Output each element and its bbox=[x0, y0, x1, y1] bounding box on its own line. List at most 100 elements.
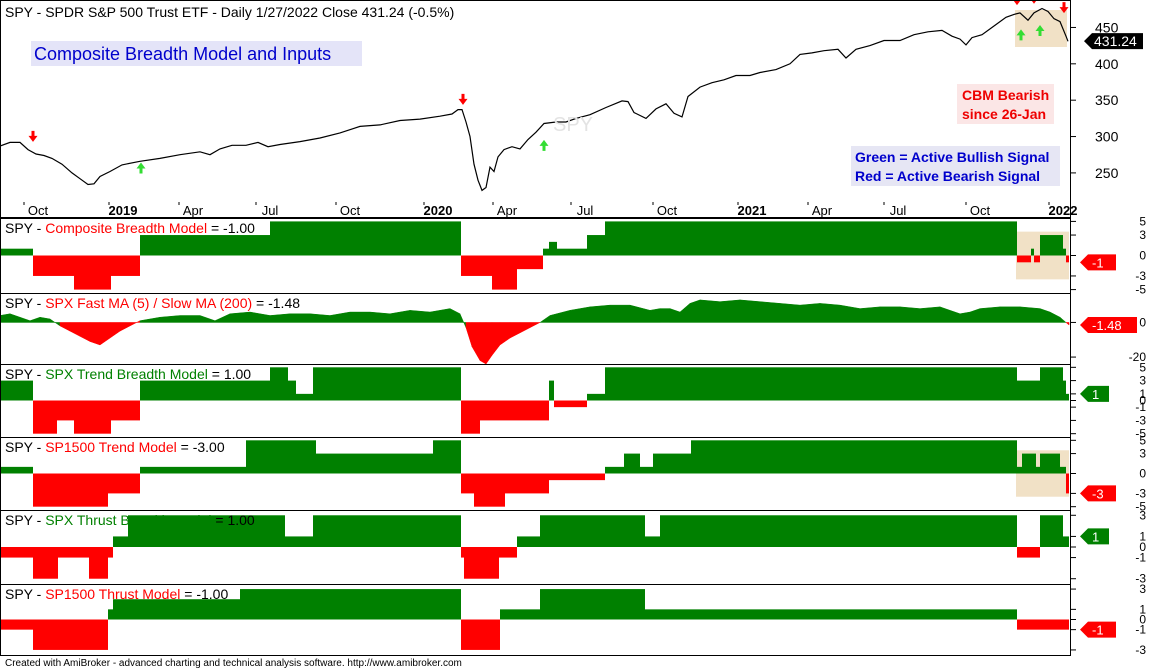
panel-label-prefix: SPY - bbox=[5, 366, 45, 382]
price-tick-label: 300 bbox=[1095, 129, 1119, 145]
y-tick-label: -5 bbox=[1135, 427, 1146, 441]
x-axis-label: Apr bbox=[183, 203, 204, 218]
bullish-bar bbox=[288, 380, 296, 401]
bearish-bar bbox=[74, 400, 111, 434]
bullish-area bbox=[649, 308, 661, 323]
bullish-bar bbox=[1040, 367, 1063, 401]
bullish-bar bbox=[1036, 466, 1040, 474]
last-value-label: 1 bbox=[1092, 387, 1099, 402]
bearish-bar bbox=[492, 255, 517, 290]
cbm-note-line1: CBM Bearish bbox=[962, 87, 1049, 103]
bullish-bar bbox=[1040, 515, 1063, 547]
last-value-marker bbox=[1080, 528, 1109, 545]
bullish-area bbox=[609, 304, 631, 323]
y-tick-label: 5 bbox=[1139, 433, 1146, 447]
bearish-bar bbox=[461, 619, 500, 650]
bearish-bar bbox=[33, 619, 108, 650]
y-tick-label: 0 bbox=[1139, 467, 1146, 481]
bullish-bar bbox=[1063, 536, 1069, 547]
bullish-bar bbox=[660, 515, 1017, 547]
bullish-bar bbox=[113, 599, 240, 620]
panel-label-name: SPX Thrust Breadth Model bbox=[45, 512, 211, 528]
last-value-label: 1 bbox=[1092, 529, 1099, 544]
bearish-area bbox=[479, 322, 487, 365]
y-tick-label: -5 bbox=[1135, 283, 1146, 297]
bullish-bar bbox=[313, 367, 461, 401]
bullish-area bbox=[959, 311, 971, 323]
panel-label-value: = -1.00 bbox=[180, 586, 228, 602]
bullish-bar bbox=[1040, 235, 1063, 256]
bullish-area bbox=[879, 306, 901, 323]
bullish-bar bbox=[240, 589, 461, 620]
y-tick-label: 0 bbox=[1139, 315, 1146, 329]
y-tick-label: -5 bbox=[1135, 500, 1146, 514]
price-frame bbox=[0, 0, 1071, 218]
bullish-area bbox=[1019, 306, 1041, 323]
bullish-bar bbox=[285, 536, 313, 547]
bearish-bar bbox=[108, 547, 113, 558]
y-tick-label: -3 bbox=[1135, 643, 1146, 657]
indicator-panel: 53 0 -3-5 -1 SPY - Composite Breadth Model =… bbox=[0, 214, 1146, 297]
panel-frame bbox=[0, 584, 1071, 656]
y-tick-label: -3 bbox=[1135, 413, 1146, 427]
cbm-note-bg bbox=[957, 84, 1054, 124]
bearish-bar bbox=[1017, 619, 1069, 630]
bullish-area bbox=[349, 311, 371, 323]
bullish-bar bbox=[316, 453, 433, 474]
bullish-bar bbox=[640, 466, 653, 474]
bullish-bar bbox=[540, 515, 645, 547]
price-tick-label: 400 bbox=[1095, 56, 1119, 72]
x-axis-label: Apr bbox=[497, 203, 518, 218]
panel-label-name: SPX Fast MA (5) / Slow MA (200) bbox=[45, 295, 252, 311]
bearish-area bbox=[89, 322, 101, 346]
bullish-area bbox=[819, 303, 841, 323]
x-axis-label: Oct bbox=[970, 203, 991, 218]
bearish-bar bbox=[89, 547, 108, 579]
panel-label: SPY - Composite Breadth Model = -1.00 bbox=[5, 220, 255, 236]
panel-label: SPY - SPX Thrust Breadth Model = 1.00 bbox=[5, 512, 255, 528]
last-value-label: -3 bbox=[1092, 486, 1104, 501]
bullish-bar bbox=[108, 609, 113, 620]
bullish-bar bbox=[1017, 466, 1022, 474]
bullish-bar bbox=[1063, 380, 1066, 401]
down-arrow-icon bbox=[1059, 2, 1069, 14]
bullish-area bbox=[689, 299, 701, 323]
bullish-bar bbox=[500, 609, 540, 620]
bearish-bar bbox=[1017, 255, 1031, 263]
bullish-bar bbox=[0, 380, 33, 401]
down-arrow-icon bbox=[458, 93, 468, 105]
bearish-bar bbox=[461, 255, 492, 276]
bullish-bar bbox=[605, 466, 624, 474]
bullish-bar bbox=[557, 248, 587, 256]
y-tick-label: -1 bbox=[1135, 551, 1146, 565]
bullish-area bbox=[289, 313, 311, 323]
chart-subtitle: Composite Breadth Model and Inputs bbox=[34, 44, 331, 64]
bearish-bar bbox=[58, 547, 89, 558]
bearish-bar bbox=[461, 547, 464, 558]
bullish-bar bbox=[691, 440, 1017, 474]
up-arrow-icon bbox=[136, 162, 146, 174]
x-axis-label: Oct bbox=[657, 203, 678, 218]
bearish-bar bbox=[461, 400, 480, 434]
panel-label-prefix: SPY - bbox=[5, 512, 45, 528]
bullish-bar bbox=[140, 235, 270, 256]
x-axis-label: 2022 bbox=[1049, 203, 1078, 218]
bullish-bar bbox=[0, 248, 33, 256]
price-tick-label: 250 bbox=[1095, 165, 1119, 181]
panel-label-value: = -3.00 bbox=[177, 439, 225, 455]
x-axis-label: 2020 bbox=[424, 203, 453, 218]
bullish-area bbox=[999, 306, 1021, 323]
bullish-area bbox=[659, 308, 671, 323]
bullish-area bbox=[699, 299, 721, 323]
price-line bbox=[0, 7, 1069, 192]
bullish-bar bbox=[587, 235, 605, 256]
bullish-bar bbox=[113, 536, 128, 547]
bullish-bar bbox=[433, 440, 461, 474]
bearish-bar bbox=[108, 473, 140, 494]
bullish-bar bbox=[140, 380, 270, 401]
bullish-bar bbox=[653, 453, 691, 474]
